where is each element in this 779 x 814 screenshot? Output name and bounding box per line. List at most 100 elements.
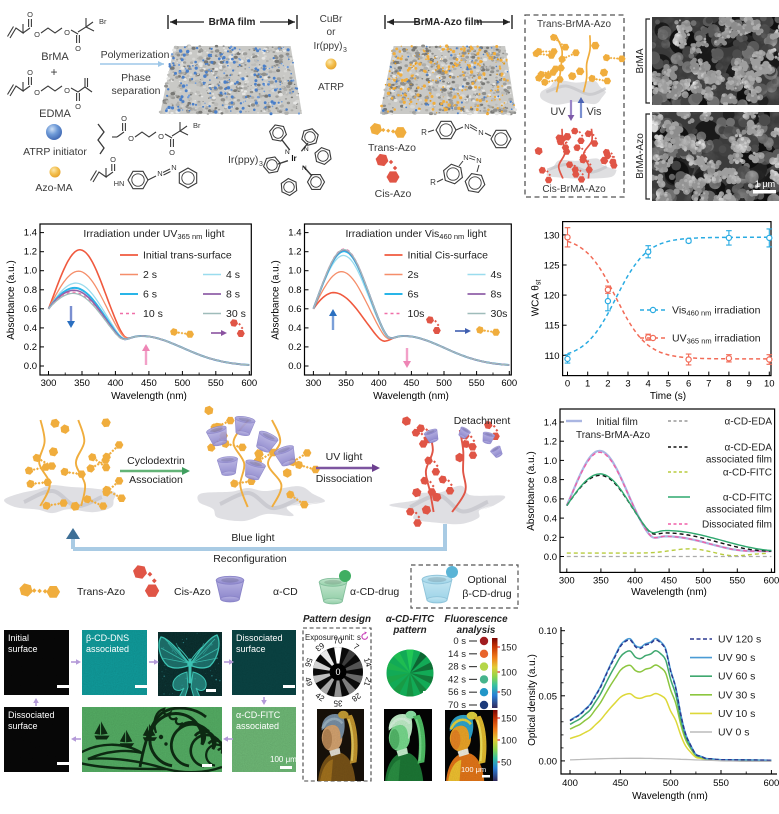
svg-text:UV 60 s: UV 60 s: [718, 671, 755, 683]
svg-text:7: 7: [352, 642, 361, 652]
svg-text:0.8: 0.8: [24, 285, 37, 296]
svg-text:30s: 30s: [491, 308, 508, 320]
svg-text:1.2: 1.2: [288, 247, 301, 258]
svg-text:Absorbance (a.u.): Absorbance (a.u.): [271, 260, 282, 340]
svg-text:α-CD-EDA: α-CD-EDA: [725, 443, 773, 454]
svg-text:550: 550: [469, 378, 485, 389]
svg-text:Dissociation: Dissociation: [316, 473, 373, 485]
svg-text:Cis-BrMA-Azo: Cis-BrMA-Azo: [542, 184, 606, 195]
svg-text:3: 3: [343, 47, 347, 54]
svg-text:100 μm: 100 μm: [461, 765, 486, 774]
svg-text:150: 150: [501, 714, 517, 725]
svg-text:1.2: 1.2: [24, 247, 37, 258]
svg-text:2s: 2s: [408, 269, 419, 281]
svg-text:surface: surface: [8, 644, 38, 654]
svg-text:8: 8: [726, 379, 731, 390]
svg-text:0.0: 0.0: [288, 361, 301, 372]
svg-text:110: 110: [544, 351, 559, 362]
svg-text:Dissociated: Dissociated: [8, 710, 55, 720]
svg-text:N: N: [157, 169, 162, 178]
svg-text:Association: Association: [129, 474, 183, 486]
svg-text:1 μm: 1 μm: [755, 179, 775, 189]
svg-text:Absorbance (a.u.): Absorbance (a.u.): [6, 260, 17, 340]
svg-text:Vis: Vis: [586, 106, 602, 118]
svg-text:Ir(ppy): Ir(ppy): [228, 154, 258, 166]
svg-text:O: O: [158, 132, 164, 141]
svg-text:O: O: [64, 28, 70, 37]
svg-text:HN: HN: [114, 179, 125, 188]
svg-text:450: 450: [403, 378, 419, 389]
svg-text:350: 350: [338, 378, 354, 389]
svg-text:Dissociated: Dissociated: [236, 633, 283, 643]
svg-text:6 s: 6 s: [143, 289, 157, 301]
svg-text:550: 550: [208, 378, 224, 389]
svg-text:0.8: 0.8: [544, 475, 557, 486]
svg-text:N: N: [463, 153, 468, 162]
svg-text:UV 90 s: UV 90 s: [718, 652, 755, 664]
svg-text:600: 600: [763, 778, 779, 789]
svg-text:1.0: 1.0: [288, 266, 301, 277]
svg-text:500: 500: [174, 378, 190, 389]
svg-text:450: 450: [141, 378, 157, 389]
svg-text:Trans-BrMA-Azo: Trans-BrMA-Azo: [537, 19, 612, 30]
svg-text:+: +: [50, 65, 57, 79]
svg-text:4 s: 4 s: [226, 269, 240, 281]
svg-text:associated film: associated film: [706, 505, 772, 516]
svg-text:6s: 6s: [408, 289, 419, 301]
svg-text:N: N: [302, 165, 307, 172]
svg-text:BrMA: BrMA: [41, 51, 69, 63]
svg-text:ATRP: ATRP: [318, 82, 344, 93]
svg-text:BrMA-Azo: BrMA-Azo: [635, 133, 646, 179]
svg-text:550: 550: [713, 778, 729, 789]
svg-text:1.0: 1.0: [24, 266, 37, 277]
svg-text:350: 350: [593, 575, 609, 586]
svg-text:350: 350: [74, 378, 90, 389]
svg-text:surface: surface: [236, 644, 266, 654]
svg-text:Reconfiguration: Reconfiguration: [213, 553, 287, 565]
svg-text:450: 450: [612, 778, 628, 789]
svg-text:1.4: 1.4: [288, 228, 301, 239]
svg-text:UV 30 s: UV 30 s: [718, 689, 755, 701]
svg-text:3: 3: [625, 379, 630, 390]
svg-text:500: 500: [695, 575, 711, 586]
svg-text:Wavelength (nm): Wavelength (nm): [632, 791, 708, 802]
svg-text:WCA θst: WCA θst: [531, 280, 543, 317]
svg-text:450: 450: [661, 575, 677, 586]
svg-text:0.2: 0.2: [288, 342, 301, 353]
svg-text:Ir(ppy): Ir(ppy): [314, 41, 343, 52]
svg-text:50: 50: [501, 688, 512, 699]
svg-text:2 s: 2 s: [143, 269, 157, 281]
svg-text:or: or: [327, 27, 337, 38]
svg-text:21: 21: [362, 676, 373, 688]
svg-text:associated: associated: [236, 721, 279, 731]
svg-text:Wavelength (nm): Wavelength (nm): [111, 391, 187, 402]
svg-text:8 s: 8 s: [226, 289, 240, 301]
svg-text:10s: 10s: [408, 308, 425, 320]
svg-text:α-CD: α-CD: [273, 586, 298, 598]
svg-text:O: O: [75, 44, 81, 53]
svg-text:28 s: 28 s: [448, 662, 466, 673]
svg-text:4s: 4s: [491, 269, 502, 281]
svg-text:3: 3: [259, 161, 263, 168]
svg-text:49: 49: [303, 676, 314, 688]
svg-text:35: 35: [333, 699, 342, 708]
svg-text:O: O: [27, 68, 33, 77]
svg-text:R: R: [421, 128, 427, 137]
svg-text:UV: UV: [550, 106, 566, 118]
svg-text:O: O: [34, 88, 40, 97]
svg-text:600: 600: [763, 575, 779, 586]
svg-text:Irradiation under Vis460 nm li: Irradiation under Vis460 nm light: [346, 228, 487, 241]
svg-text:Polymerization: Polymerization: [101, 49, 170, 61]
svg-text:analysis: analysis: [457, 625, 496, 636]
svg-text:Br: Br: [99, 17, 107, 26]
svg-text:10: 10: [764, 379, 775, 390]
svg-text:Cyclodextrin: Cyclodextrin: [127, 455, 185, 467]
svg-text:Trans-Azo: Trans-Azo: [368, 142, 416, 154]
svg-text:N: N: [478, 128, 483, 137]
svg-text:R: R: [430, 178, 436, 187]
svg-text:Initial film: Initial film: [596, 417, 638, 428]
svg-text:14 s: 14 s: [448, 649, 466, 660]
svg-text:0.2: 0.2: [24, 342, 37, 353]
svg-text:400: 400: [371, 378, 387, 389]
svg-text:Wavelength (nm): Wavelength (nm): [373, 391, 449, 402]
